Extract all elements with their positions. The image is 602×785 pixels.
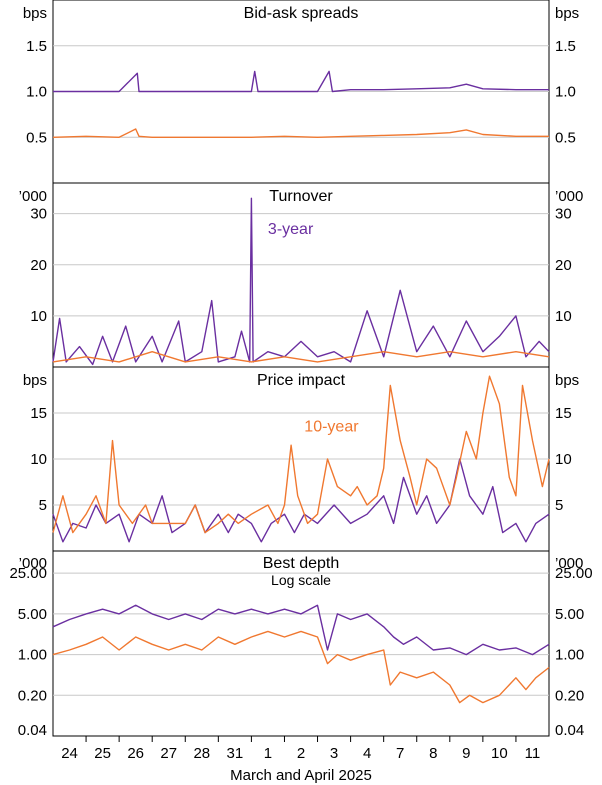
series-line-3-year — [52, 458, 550, 543]
y-tick-label-left: 5 — [39, 497, 47, 514]
panel-best-depth: Best depth Log scale ’000 ’000 0.04 0.040… — [9, 550, 593, 739]
panel-title: Best depth — [263, 555, 340, 572]
series-line-3-year — [53, 70, 549, 93]
annotation-10-year: 10-year — [304, 418, 359, 435]
y-tick-label-left: 30 — [30, 206, 47, 223]
x-tick-label: 11 — [525, 745, 541, 762]
y-unit-right: ’000 — [555, 188, 583, 205]
x-tick-label: 25 — [94, 745, 111, 762]
y-unit-left: bps — [23, 372, 47, 389]
panel-price-impact: Price impact bps bps 5 5 10 10 15 15 10-year — [23, 366, 579, 552]
y-unit-left: bps — [23, 5, 47, 22]
y-tick-label-right: 1.5 — [555, 38, 576, 55]
x-axis: 24 25 26 27 28 31 1 2 3 4 7 8 9 10 11 — [61, 736, 540, 762]
gridlines — [53, 213, 549, 317]
x-tick-label: 26 — [127, 745, 144, 762]
x-tick-label: 7 — [396, 745, 404, 762]
y-unit-right: ’000 — [555, 555, 583, 572]
y-tick-label-right: 0.5 — [555, 129, 576, 146]
series-line-3-year — [52, 604, 550, 656]
y-tick-labels: 5 5 10 10 15 15 — [30, 405, 571, 514]
panel-frame — [52, 182, 550, 368]
x-tick-label: 9 — [462, 745, 470, 762]
panel-bid-ask-spreads: Bid-ask spreads bps bps 0.5 0.5 1.0 1.0 1.5 1… — [23, 0, 579, 184]
y-tick-label-right: 0.20 — [555, 687, 584, 704]
y-tick-label-right: 5.00 — [555, 606, 584, 623]
panel-title: Turnover — [269, 188, 333, 205]
series-line-10-year — [52, 630, 550, 704]
y-tick-label-right: 20 — [555, 257, 572, 274]
panel-title: Price impact — [257, 372, 346, 389]
y-tick-label-right: 25.00 — [555, 565, 593, 582]
y-tick-labels: 0.04 0.04 0.20 0.20 1.00 1.00 5.00 5.00 25.00 25.… — [9, 565, 592, 739]
x-tick-label: 24 — [61, 745, 78, 762]
gridlines — [53, 572, 549, 696]
x-tick-label: 8 — [429, 745, 437, 762]
annotations: 10-year — [304, 418, 359, 435]
x-tick-label: 10 — [491, 745, 508, 762]
y-tick-label-right: 5 — [555, 497, 563, 514]
x-tick-label: 3 — [330, 745, 338, 762]
y-unit-left: ’000 — [19, 555, 47, 572]
x-axis-title: March and April 2025 — [230, 767, 372, 784]
y-tick-label-right: 1.0 — [555, 84, 576, 101]
x-tick-label: 31 — [227, 745, 244, 762]
x-tick-label: 1 — [264, 745, 272, 762]
panel-title: Bid-ask spreads — [244, 5, 359, 22]
panel-turnover: Turnover ’000 ’000 10 10 20 20 30 30 3-year — [19, 182, 583, 368]
y-tick-label-right: 30 — [555, 206, 572, 223]
y-tick-label-left: 25.00 — [9, 565, 47, 582]
x-tick-label: 4 — [363, 745, 371, 762]
y-unit-left: ’000 — [19, 188, 47, 205]
y-tick-label-right: 0.04 — [555, 722, 584, 739]
y-tick-label-right: 1.00 — [555, 647, 584, 664]
y-tick-label-left: 15 — [30, 405, 47, 422]
y-tick-label-right: 10 — [555, 451, 572, 468]
y-tick-label-right: 15 — [555, 405, 572, 422]
y-tick-label-left: 0.20 — [18, 687, 47, 704]
panel-frame — [52, 550, 550, 737]
gridlines — [53, 412, 549, 506]
x-tick-label: 27 — [160, 745, 177, 762]
panel-subtitle: Log scale — [271, 572, 331, 588]
y-tick-label-left: 1.5 — [26, 38, 47, 55]
series-lines — [52, 604, 550, 704]
y-tick-label-left: 0.5 — [26, 129, 47, 146]
y-tick-label-left: 10 — [30, 308, 47, 325]
annotations: 3-year — [268, 221, 314, 238]
series-line-3-year — [52, 197, 550, 366]
y-tick-label-left: 0.04 — [18, 722, 47, 739]
series-line-10-year — [52, 351, 550, 363]
y-tick-label-left: 10 — [30, 451, 47, 468]
series-lines — [52, 197, 550, 366]
series-line-10-year — [52, 128, 549, 138]
y-unit-right: bps — [555, 5, 579, 22]
series-line-10-year — [52, 375, 550, 534]
x-tick-label: 2 — [297, 745, 305, 762]
annotation-3-year: 3-year — [268, 221, 314, 238]
y-tick-labels: 0.5 0.5 1.0 1.0 1.5 1.5 — [26, 38, 576, 147]
y-tick-label-left: 5.00 — [18, 606, 47, 623]
series-lines — [52, 70, 549, 138]
y-tick-label-left: 1.0 — [26, 84, 47, 101]
y-tick-labels: 10 10 20 20 30 30 — [30, 206, 571, 325]
y-tick-label-left: 20 — [30, 257, 47, 274]
y-tick-label-right: 10 — [555, 308, 572, 325]
y-tick-label-left: 1.00 — [18, 647, 47, 664]
y-unit-right: bps — [555, 372, 579, 389]
x-tick-label: 28 — [193, 745, 210, 762]
series-lines — [52, 375, 550, 543]
